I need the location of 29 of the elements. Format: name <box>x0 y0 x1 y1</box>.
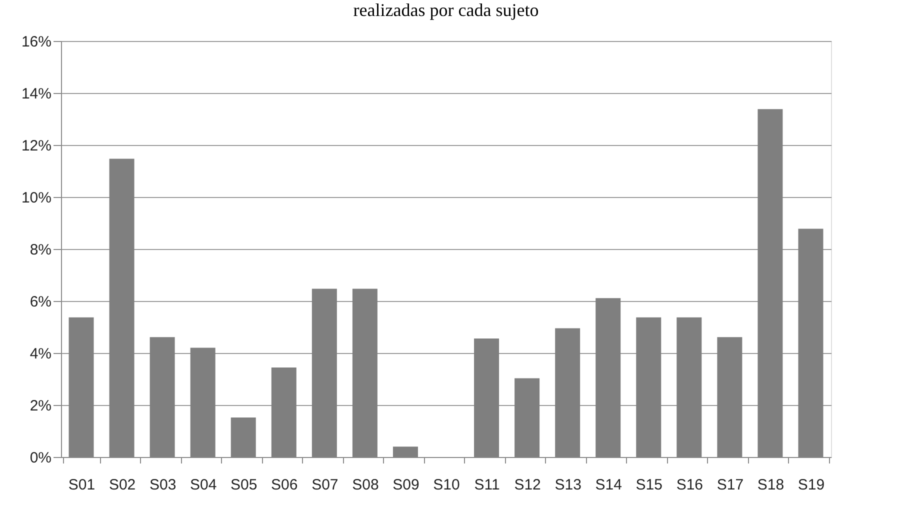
x-tick-label: S05 <box>230 476 258 494</box>
x-tick-label: S10 <box>433 476 460 494</box>
x-tick-label: S04 <box>190 476 217 494</box>
y-tick-label: 4% <box>30 346 52 362</box>
x-tick-label: S12 <box>514 476 541 494</box>
x-tick-label: S01 <box>68 476 96 494</box>
x-tick-label: S07 <box>312 476 338 494</box>
x-tick-label: S18 <box>757 476 784 494</box>
x-tick-label: S13 <box>554 476 582 494</box>
y-tick-label: 8% <box>30 242 52 258</box>
x-tick-label: S09 <box>392 476 420 494</box>
x-tick-label: S16 <box>676 476 704 494</box>
x-tick-label: S17 <box>716 476 744 494</box>
y-tick-label: 0% <box>30 450 52 466</box>
x-tick-label: S03 <box>149 476 176 494</box>
y-tick-label: 2% <box>30 398 52 414</box>
x-tick-label: S02 <box>108 476 136 494</box>
y-tick-label: 16% <box>21 34 52 50</box>
x-tick-label: S19 <box>798 476 825 494</box>
chart-title: realizadas por cada sujeto <box>353 0 539 20</box>
y-tick-label: 6% <box>30 294 52 310</box>
y-tick-label: 14% <box>21 86 52 102</box>
y-tick-label: 12% <box>21 138 52 154</box>
x-tick-label: S11 <box>474 476 500 494</box>
y-tick-label: 10% <box>21 190 52 206</box>
x-tick-label: S15 <box>636 476 662 494</box>
x-tick-label: S14 <box>595 476 622 494</box>
x-tick-label: S08 <box>352 476 379 494</box>
x-tick-label: S06 <box>271 476 298 494</box>
